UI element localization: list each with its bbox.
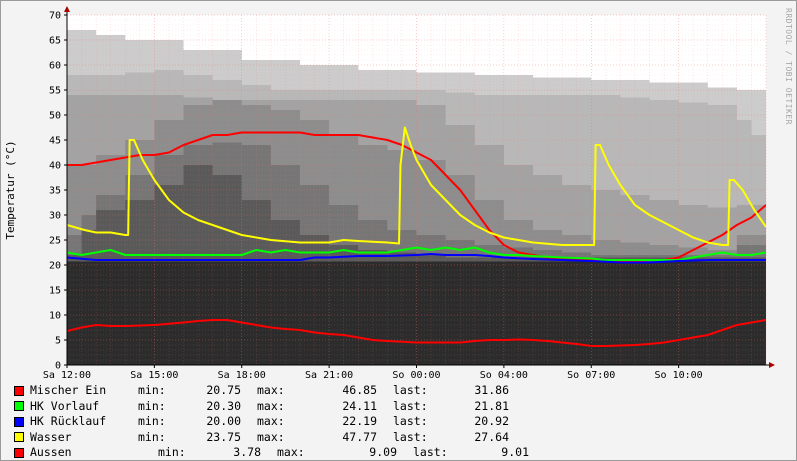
y-tick-label: 50: [49, 111, 61, 122]
legend-min-label: min:: [138, 398, 166, 413]
y-tick-labels: 0 5 10 15 20 25 30 35 40 45 50 55 60 65 70: [49, 11, 67, 372]
legend-max-label: max:: [257, 398, 285, 413]
y-tick-label: 45: [49, 136, 61, 147]
x-tick-labels: Sa 12:00 Sa 15:00 Sa 18:00 Sa 21:00 So 00:00…: [43, 365, 703, 381]
legend: Mischer Ein min: 20.75 max: 46.85 last: 31.86 H…: [14, 383, 784, 461]
x-tick-label: So 00:00: [392, 370, 440, 381]
legend-last-label: last:: [393, 383, 428, 397]
y-tick-label: 40: [49, 161, 61, 172]
legend-min-value: 23.75: [206, 429, 241, 444]
x-tick-label: Sa 18:00: [218, 370, 266, 381]
legend-min-label: min:: [138, 429, 166, 444]
y-tick-label: 20: [49, 261, 61, 272]
legend-last-label: last:: [393, 398, 428, 413]
legend-min-label: min:: [158, 445, 186, 459]
x-tick-label: So 07:00: [567, 370, 615, 381]
y-axis-label: Temperatur (°C): [4, 140, 17, 239]
legend-series-name: HK Rücklauf: [30, 414, 107, 428]
legend-max-value: 47.77: [342, 429, 377, 444]
series-line-hk-vorlauf: [67, 246, 766, 261]
legend-swatch: [14, 447, 24, 458]
x-tick-label: Sa 15:00: [130, 370, 178, 381]
y-tick-label: 35: [49, 186, 61, 197]
legend-min-value: 20.00: [206, 414, 241, 428]
legend-swatch: [14, 416, 24, 427]
legend-swatch: [14, 432, 24, 443]
legend-min-label: min:: [138, 383, 166, 397]
legend-max-label: max:: [257, 429, 285, 444]
watermark: RRDTOOL / TOBI OETIKER: [784, 8, 793, 125]
y-axis-arrow: [64, 6, 70, 12]
legend-max-value: 22.19: [342, 414, 377, 428]
legend-last-label: last:: [393, 429, 428, 444]
legend-last-value: 9.01: [501, 445, 529, 459]
series-line-wasser: [67, 126, 766, 246]
series-line-hk-r-cklauf: [67, 253, 766, 264]
series-lines: [67, 126, 766, 347]
y-tick-label: 25: [49, 236, 61, 247]
legend-last-value: 21.81: [474, 398, 509, 413]
y-tick-label: 55: [49, 86, 61, 97]
y-tick-label: 60: [49, 61, 61, 72]
legend-last-value: 27.64: [474, 429, 509, 444]
y-tick-label: 0: [55, 361, 61, 372]
grid: [66, 14, 767, 366]
x-tick-label: So 10:00: [655, 370, 703, 381]
legend-last-label: last:: [413, 445, 448, 459]
legend-min-label: min:: [138, 414, 166, 428]
x-axis-arrow: [769, 362, 775, 368]
y-tick-label: 70: [49, 11, 61, 22]
x-tick-label: So 04:00: [480, 370, 528, 381]
legend-series-name: Aussen: [30, 445, 72, 459]
legend-max-label: max:: [277, 445, 305, 459]
legend-swatch: [14, 385, 24, 396]
legend-min-value: 20.30: [206, 398, 241, 413]
axes: [64, 6, 775, 368]
legend-swatch: [14, 401, 24, 412]
y-tick-label: 5: [55, 336, 61, 347]
legend-min-value: 3.78: [233, 445, 261, 459]
legend-last-value: 31.86: [474, 383, 509, 397]
legend-max-value: 9.09: [369, 445, 397, 459]
legend-series-name: HK Vorlauf: [30, 398, 100, 413]
legend-series-name: Wasser: [30, 429, 72, 444]
legend-row: HK Vorlauf min: 20.30 max: 24.11 last: 21.81: [14, 399, 784, 415]
legend-row: Aussen min: 3.78 max: 9.09 last: 9.01: [14, 445, 784, 461]
legend-series-name: Mischer Ein: [30, 383, 107, 397]
x-tick-label: Sa 21:00: [305, 370, 353, 381]
series-line-aussen: [67, 319, 766, 347]
legend-last-value: 20.92: [474, 414, 509, 428]
legend-row: Wasser min: 23.75 max: 47.77 last: 27.64: [14, 430, 784, 446]
y-tick-label: 10: [49, 311, 61, 322]
legend-max-label: max:: [257, 414, 285, 428]
y-tick-label: 30: [49, 211, 61, 222]
y-tick-label: 15: [49, 286, 61, 297]
background-band-6: [67, 261, 766, 365]
legend-row: Mischer Ein min: 20.75 max: 46.85 last: 31.86: [14, 383, 784, 399]
legend-last-label: last:: [393, 414, 428, 428]
legend-min-value: 20.75: [206, 383, 241, 397]
legend-max-label: max:: [257, 383, 285, 397]
x-tick-label: Sa 12:00: [43, 370, 91, 381]
y-tick-label: 65: [49, 36, 61, 47]
legend-max-value: 24.11: [342, 398, 377, 413]
legend-row: HK Rücklauf min: 20.00 max: 22.19 last: 20.92: [14, 414, 784, 430]
legend-max-value: 46.85: [342, 383, 377, 397]
